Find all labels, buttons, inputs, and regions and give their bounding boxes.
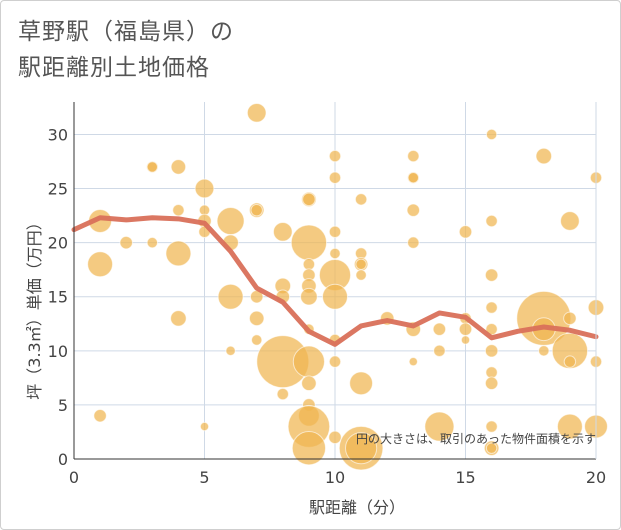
y-axis-label: 坪（3.3㎡）単価（万円） (25, 214, 44, 399)
trend-line (71, 215, 599, 347)
data-point (328, 430, 342, 445)
data-point (458, 322, 473, 336)
data-point (302, 258, 316, 271)
data-point (87, 251, 114, 278)
data-point (328, 355, 342, 368)
data-point (485, 301, 498, 314)
data-point (194, 178, 215, 199)
bubble-size-note: 円の大きさは、取引のあった物件面積を示す (356, 431, 596, 446)
data-point (484, 376, 499, 391)
data-point (407, 172, 419, 184)
data-point (485, 214, 498, 228)
data-point (172, 203, 185, 217)
data-point (146, 161, 159, 173)
tick-labels: 0 5 10 15 20 0 5 10 15 20 25 30 (48, 125, 607, 487)
data-point (250, 203, 263, 217)
data-point (433, 344, 446, 358)
data-point (408, 356, 418, 367)
x-tick-label: 5 (199, 468, 209, 487)
data-point (329, 247, 341, 260)
chart-title-line-1: 草野駅（福島県）の (18, 19, 234, 45)
data-point (458, 225, 473, 239)
x-tick-label: 15 (455, 468, 475, 487)
data-point (535, 147, 553, 165)
trend-line-layer (71, 215, 599, 347)
data-point (406, 203, 421, 217)
data-point (349, 371, 374, 396)
data-point (560, 211, 580, 231)
data-point (93, 408, 107, 423)
y-tick-label: 15 (48, 288, 68, 307)
data-point (485, 366, 498, 379)
y-tick-label: 0 (58, 450, 68, 469)
data-point (146, 236, 159, 249)
data-point (248, 310, 265, 327)
data-point (551, 332, 589, 369)
data-point (407, 149, 420, 163)
axes-layer (73, 102, 597, 460)
data-point (485, 420, 498, 433)
x-tick-label: 10 (325, 468, 345, 487)
data-point (328, 149, 342, 163)
data-point (460, 335, 471, 345)
data-point (484, 268, 499, 282)
data-point (170, 310, 187, 327)
data-point (199, 421, 210, 432)
data-point (246, 102, 267, 123)
y-tick-label: 30 (48, 125, 68, 144)
bubble-layer (87, 102, 608, 471)
y-tick-label: 20 (48, 234, 68, 253)
data-point (354, 193, 368, 206)
data-point (291, 431, 327, 466)
data-point (355, 269, 367, 281)
chart-title-line-2: 駅距離別土地価格 (18, 55, 210, 81)
chart-title: 草野駅（福島県）の 駅距離別土地価格 (18, 14, 234, 86)
data-point (563, 355, 577, 368)
x-tick-label: 0 (69, 468, 79, 487)
data-point (485, 442, 498, 454)
data-point (217, 283, 244, 310)
data-point (538, 345, 550, 357)
data-point (300, 287, 318, 306)
data-point (251, 334, 263, 346)
data-point (556, 413, 583, 440)
data-point (119, 235, 133, 250)
data-point (272, 221, 293, 242)
data-point (301, 375, 317, 392)
data-point (424, 411, 455, 442)
data-point (276, 387, 290, 401)
data-point (355, 258, 367, 270)
data-point (485, 128, 498, 141)
data-point (328, 171, 342, 184)
x-axis-label: 駅距離（分） (309, 498, 405, 517)
data-point (322, 283, 348, 310)
data-point (165, 240, 192, 267)
data-point (432, 322, 447, 336)
data-point (216, 206, 245, 236)
data-point (345, 432, 378, 465)
x-tick-label: 20 (586, 468, 606, 487)
data-point (407, 236, 420, 249)
data-point (302, 192, 316, 207)
data-point (484, 344, 499, 358)
y-tick-label: 5 (58, 396, 68, 415)
data-point (292, 345, 325, 378)
data-point (170, 159, 187, 175)
y-tick-label: 10 (48, 342, 68, 361)
data-point (290, 224, 328, 261)
data-point (328, 225, 342, 239)
data-point (563, 311, 577, 326)
data-point (225, 345, 236, 356)
y-tick-label: 25 (48, 180, 68, 199)
